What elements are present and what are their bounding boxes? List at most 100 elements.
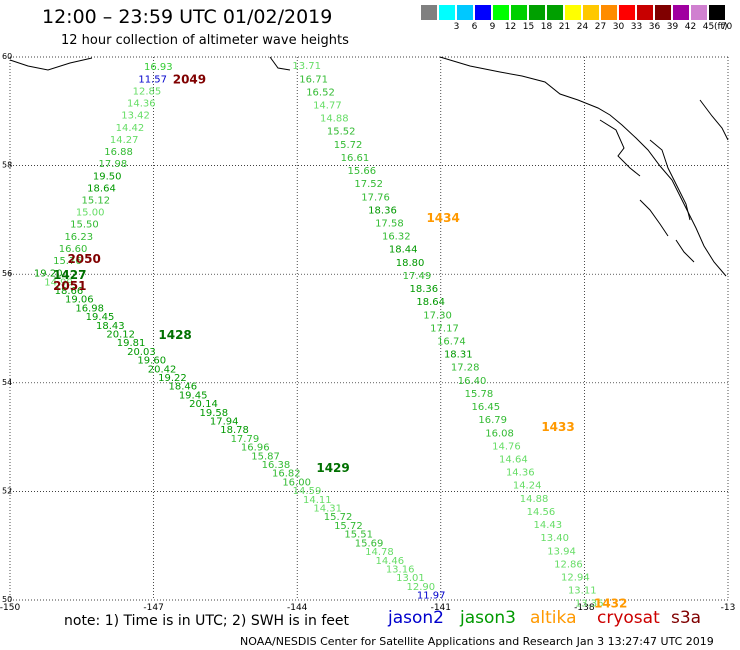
wave-height-value: 13.40 (540, 533, 569, 544)
wave-height-value: 19.81 (117, 338, 146, 349)
scale-label: 30 (612, 22, 625, 32)
wave-height-value: 17.98 (99, 159, 128, 170)
scale-label: 45 (702, 22, 715, 32)
pass-time-label: 1429 (316, 461, 349, 475)
pass-time-label: 2051 (53, 279, 86, 293)
lon-tick-label: -147 (143, 603, 163, 613)
wave-height-value: 14.43 (533, 520, 562, 531)
legend-entry-s3a: s3a (671, 608, 702, 628)
coastline-segment (599, 119, 641, 177)
scale-swatch (457, 5, 474, 20)
lat-tick-label: 58 (2, 161, 12, 170)
wave-height-value: 16.96 (241, 443, 270, 454)
wave-height-value: 14.64 (499, 454, 528, 465)
wave-height-value: 12.86 (554, 559, 583, 570)
wave-height-value: 17.52 (354, 179, 383, 190)
wave-height-value: 17.79 (231, 434, 260, 445)
coastline-segment (9, 57, 93, 71)
wave-height-value: 15.66 (348, 166, 377, 177)
coastline-segment (699, 99, 729, 141)
coastline-segment (649, 139, 691, 221)
wave-height-value: 13.16 (386, 564, 415, 575)
scale-label: 6 (471, 22, 478, 32)
wave-height-value: 17.30 (423, 310, 452, 321)
wave-height-value: 16.71 (299, 74, 328, 85)
wave-height-value: 16.88 (104, 147, 133, 158)
lat-lon-grid (9, 56, 729, 601)
wave-height-value: 15.87 (251, 451, 280, 462)
lat-tick-label: 54 (2, 378, 12, 387)
wave-height-value: 19.50 (93, 171, 122, 182)
wave-height-value: 16.32 (382, 232, 411, 243)
wave-height-value: 19.20 (34, 269, 63, 280)
wave-height-value: 16.93 (144, 62, 173, 73)
wave-height-value: 13.42 (121, 111, 150, 122)
wave-height-value: 17.94 (210, 417, 239, 428)
scale-swatch (421, 5, 438, 20)
coastline-segment (439, 56, 727, 277)
coastline-segment (675, 239, 695, 263)
coastline-segment (639, 199, 669, 237)
wave-height-value: 14.77 (313, 100, 342, 111)
wave-height-value: 17.58 (375, 218, 404, 229)
wave-height-value: 14.46 (375, 556, 404, 567)
wave-height-value: 14.24 (513, 481, 542, 492)
wave-height-value: 18.64 (416, 297, 445, 308)
wave-height-value: 19.22 (158, 373, 187, 384)
wave-height-value: 17.28 (451, 363, 480, 374)
wave-height-value: 18.78 (220, 425, 249, 436)
wave-height-value: 16.74 (437, 336, 466, 347)
footer-credit: NOAA/NESDIS Center for Satellite Applica… (240, 635, 714, 648)
scale-label: 9 (489, 22, 496, 32)
scale-swatch (619, 5, 636, 20)
wave-height-value: 16.38 (262, 460, 291, 471)
wave-height-value: 16.60 (59, 244, 88, 255)
lat-tick-label: 60 (2, 52, 12, 61)
axis-tick-labels: 60 58 56 54 52 50-150 -147 -144 -141 -138 -13 (0, 52, 735, 613)
wave-height-value: 18.43 (96, 321, 125, 332)
wave-height-value: 18.36 (410, 284, 439, 295)
wave-height-value: 16.23 (64, 232, 93, 243)
scale-swatch (439, 5, 456, 20)
scale-swatch (709, 5, 726, 20)
scale-label: 3 (453, 22, 460, 32)
lat-tick-label: 50 (2, 595, 12, 604)
pass-time-label: 1428 (158, 328, 191, 342)
wave-height-value: 15.78 (465, 389, 494, 400)
scale-label: 42 (684, 22, 697, 32)
pass-time-label: 1432 (594, 597, 627, 611)
wave-height-value: 15.52 (327, 127, 356, 138)
wave-height-value: 14.76 (492, 441, 521, 452)
wave-height-value: 20.03 (127, 347, 156, 358)
wave-height-value: 18.64 (87, 183, 116, 194)
wave-height-value: 19.60 (137, 356, 166, 367)
wave-height-value: 15.00 (76, 208, 105, 219)
wave-height-value: 14.88 (520, 494, 549, 505)
wave-height-value: 13.36 (575, 599, 604, 610)
wave-height-value: 14.99 (44, 277, 73, 288)
scale-swatch (583, 5, 600, 20)
wave-height-value: 15.12 (82, 196, 111, 207)
lon-tick-label: -141 (431, 603, 451, 613)
scale-label: 33 (630, 22, 643, 32)
wave-height-value: 13.94 (547, 546, 576, 557)
pass-time-label: 2050 (67, 252, 100, 266)
wave-height-value: 15.50 (70, 220, 99, 231)
wave-height-value: 14.31 (313, 504, 342, 515)
pass-time-label: 1433 (541, 420, 574, 434)
pass-time-label: 1434 (426, 211, 459, 225)
lon-tick-label: -13 (721, 603, 736, 613)
wave-height-value: 14.78 (365, 547, 394, 558)
scale-label: 15 (522, 22, 535, 32)
wave-height-value: 14.36 (127, 99, 156, 110)
wave-height-value: 12.94 (561, 572, 590, 583)
scale-swatch (637, 5, 654, 20)
scale-swatch (493, 5, 510, 20)
scale-swatch (655, 5, 672, 20)
scale-label: 27 (594, 22, 607, 32)
map-title: 12:00 – 23:59 UTC 01/02/2019 (42, 6, 333, 28)
wave-height-value: 15.72 (334, 521, 363, 532)
wave-height-value: 17.49 (403, 271, 432, 282)
